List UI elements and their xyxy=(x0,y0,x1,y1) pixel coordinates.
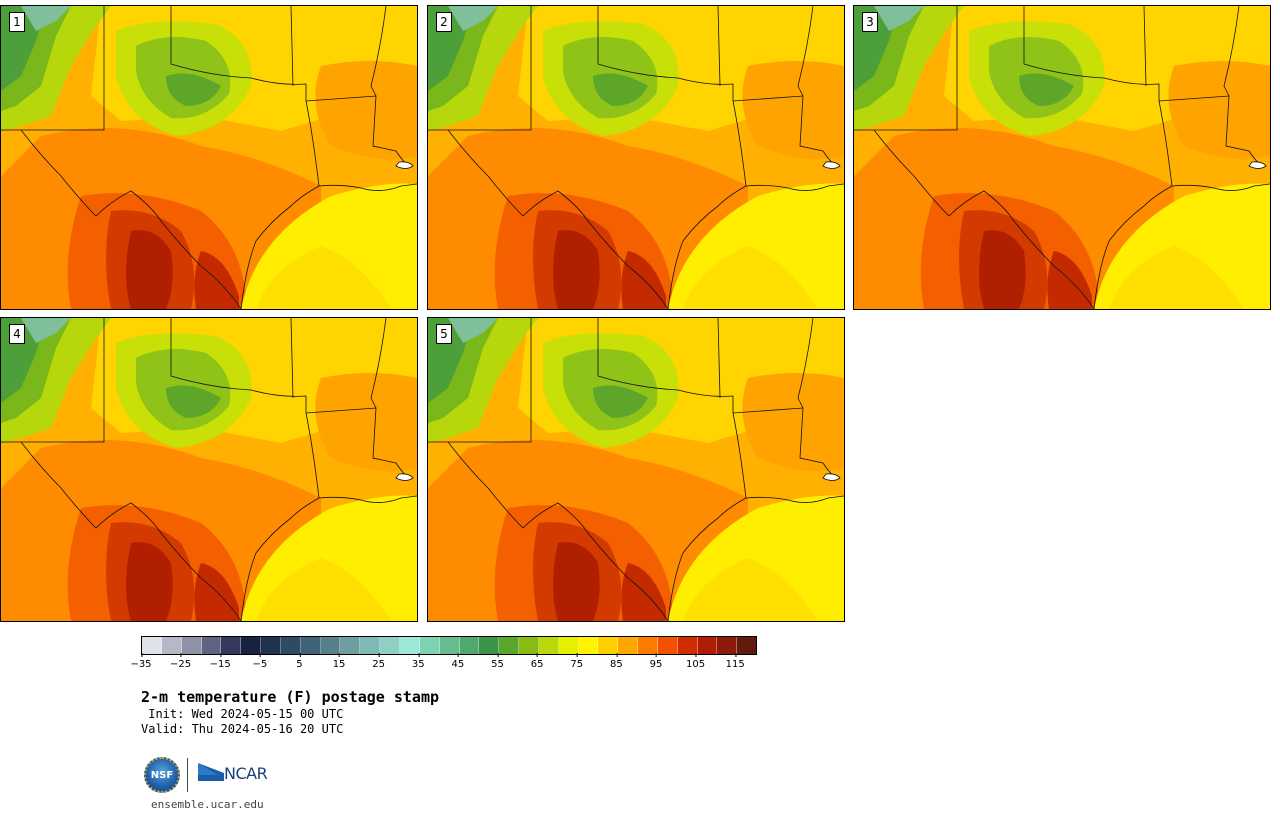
valid-time: Valid: Thu 2024-05-16 20 UTC xyxy=(141,722,344,736)
ncar-logo: NCAR xyxy=(224,764,268,783)
temperature-colorbar xyxy=(141,636,757,655)
colorbar-tick-label: −35 xyxy=(130,653,152,670)
temperature-map-3 xyxy=(854,6,1270,309)
colorbar-swatch xyxy=(360,637,381,654)
colorbar-tick-label: 5 xyxy=(296,653,303,670)
colorbar-swatch xyxy=(201,637,222,654)
ensemble-member-map-2: 2 xyxy=(427,5,845,310)
member-label-4: 4 xyxy=(9,324,25,344)
colorbar-swatch xyxy=(538,637,559,654)
colorbar-swatch xyxy=(439,637,460,654)
colorbar-tick-label: 115 xyxy=(726,653,745,670)
ncar-mark-icon xyxy=(198,763,224,781)
colorbar-swatch xyxy=(737,637,757,654)
member-label-2: 2 xyxy=(436,12,452,32)
colorbar-swatch xyxy=(419,637,440,654)
colorbar-swatch xyxy=(142,637,162,654)
colorbar-swatch xyxy=(380,637,400,654)
colorbar-swatch xyxy=(241,637,262,654)
ensemble-member-map-5: 5 xyxy=(427,317,845,622)
ensemble-member-map-4: 4 xyxy=(0,317,418,622)
colorbar-swatch xyxy=(161,637,182,654)
colorbar-swatch xyxy=(717,637,738,654)
colorbar-swatch xyxy=(558,637,579,654)
colorbar-tick-label: 65 xyxy=(531,653,543,670)
colorbar-swatch xyxy=(300,637,321,654)
colorbar-swatch xyxy=(677,637,698,654)
colorbar-swatch xyxy=(320,637,341,654)
temperature-map-1 xyxy=(1,6,417,309)
temperature-map-2 xyxy=(428,6,844,309)
colorbar-swatch xyxy=(578,637,599,654)
logo-bar: NSF NCAR xyxy=(144,757,284,793)
ensemble-member-map-1: 1 xyxy=(0,5,418,310)
colorbar-swatch xyxy=(181,637,202,654)
colorbar-tick-label: 25 xyxy=(372,653,385,670)
colorbar-tick-label: 85 xyxy=(610,653,623,670)
colorbar-swatch xyxy=(399,637,420,654)
colorbar-swatch xyxy=(280,637,301,654)
colorbar-ticks: −35 −25 −15 −5 5 15 25 35 45 55 65 75 85 95 105 115 xyxy=(130,653,757,673)
member-label-3: 3 xyxy=(862,12,878,32)
colorbar-tick-label: −15 xyxy=(210,653,231,670)
init-time: Init: Wed 2024-05-15 00 UTC xyxy=(141,707,344,721)
colorbar-swatch xyxy=(459,637,480,654)
colorbar-swatch xyxy=(340,637,361,654)
colorbar-swatch xyxy=(479,637,500,654)
temperature-map-5 xyxy=(428,318,844,621)
colorbar-swatch xyxy=(638,637,658,654)
colorbar-tick-label: 105 xyxy=(686,653,705,670)
colorbar-tick-label: 95 xyxy=(650,653,662,670)
colorbar-swatch xyxy=(618,637,639,654)
nsf-logo: NSF xyxy=(144,757,180,793)
ensemble-member-map-3: 3 xyxy=(853,5,1271,310)
temperature-map-4 xyxy=(1,318,417,621)
logo-divider xyxy=(187,758,188,792)
colorbar-tick-label: −25 xyxy=(170,653,191,670)
colorbar-tick-label: −5 xyxy=(252,653,267,670)
colorbar-swatch xyxy=(499,637,520,654)
colorbar-swatch xyxy=(261,637,281,654)
colorbar-tick-label: 55 xyxy=(491,653,504,670)
site-url: ensemble.ucar.edu xyxy=(151,798,264,811)
colorbar-swatch xyxy=(519,637,539,654)
colorbar-tick-label: 15 xyxy=(333,653,345,670)
colorbar-swatch xyxy=(657,637,678,654)
colorbar-swatch xyxy=(221,637,242,654)
colorbar-swatch xyxy=(598,637,619,654)
colorbar-tick-label: 75 xyxy=(570,653,583,670)
colorbar-swatch xyxy=(697,637,718,654)
colorbar-tick-label: 35 xyxy=(412,653,425,670)
figure-title: 2-m temperature (F) postage stamp xyxy=(141,688,440,706)
member-label-1: 1 xyxy=(9,12,25,32)
member-label-5: 5 xyxy=(436,324,452,344)
colorbar-tick-label: 45 xyxy=(452,653,464,670)
